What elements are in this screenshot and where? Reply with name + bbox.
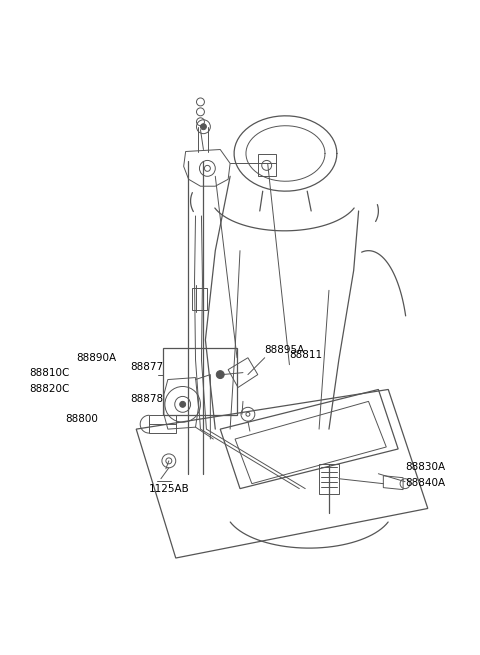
Circle shape [180, 402, 186, 407]
Text: 88820C: 88820C [30, 384, 70, 394]
Bar [258, 155, 276, 176]
Bar [192, 288, 207, 310]
Text: 88878: 88878 [130, 394, 163, 404]
Bar [163, 348, 237, 415]
Circle shape [201, 124, 206, 130]
Text: 88810C: 88810C [30, 367, 70, 378]
Text: 88877: 88877 [130, 362, 163, 371]
Text: 88830A: 88830A [406, 462, 445, 472]
Text: 88840A: 88840A [406, 477, 445, 488]
Bar [149, 415, 176, 433]
Text: 88811: 88811 [289, 350, 323, 360]
Text: 88800: 88800 [65, 414, 97, 424]
Text: 1125AB: 1125AB [148, 483, 189, 494]
Circle shape [216, 371, 224, 379]
Text: 88895A: 88895A [264, 345, 305, 355]
Text: 88890A: 88890A [76, 353, 117, 363]
